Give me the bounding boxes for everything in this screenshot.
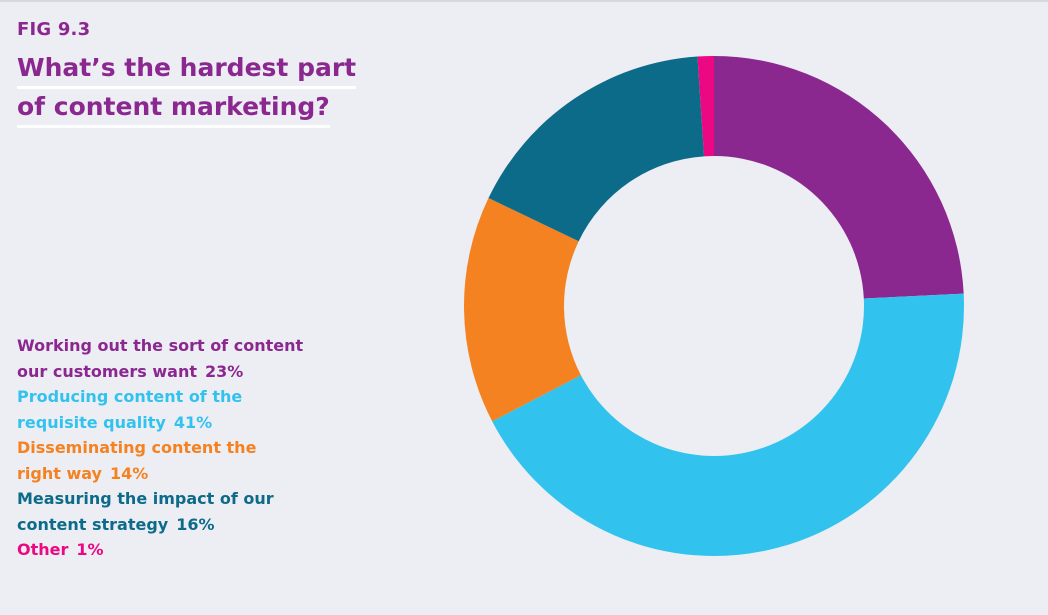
legend-entry-4-line-1: Measuring the impact of our (17, 486, 347, 512)
legend-text: requisite quality (17, 412, 166, 432)
title-line-2: of content marketing? (17, 89, 330, 128)
legend-entry-3-line-1: Disseminating content the (17, 435, 347, 461)
donut-slice-2 (492, 293, 965, 556)
top-divider (0, 0, 1048, 2)
donut-slice-1 (714, 56, 964, 299)
legend-value: 1% (76, 540, 104, 559)
title-line-1: What’s the hardest part (17, 50, 357, 89)
legend-text: Other (17, 540, 69, 559)
legend-text: our customers want (17, 361, 198, 381)
legend-text: Disseminating content the (17, 438, 257, 457)
chart-title: What’s the hardest part of content marke… (17, 50, 377, 128)
legend-entry-5-line-1: Other 1% (17, 537, 347, 563)
legend-entry-1-line-2: our customers want 23% (17, 359, 347, 385)
legend-value: 14% (109, 463, 149, 483)
legend-text: Working out the sort of content (17, 336, 304, 355)
legend-text: content strategy (17, 514, 169, 534)
legend-text: Measuring the impact of our (17, 489, 274, 508)
legend-value: 41% (173, 412, 213, 432)
donut-slice-3 (464, 198, 581, 422)
legend: Working out the sort of content our custo… (17, 333, 347, 563)
legend-text: Producing content of the (17, 387, 243, 406)
legend-value: 16% (176, 514, 215, 534)
legend-value: 23% (205, 361, 244, 381)
legend-entry-4-line-2: content strategy 16% (17, 512, 347, 538)
legend-text: right way (17, 463, 102, 483)
donut-slice-5 (697, 56, 714, 157)
legend-entry-1-line-1: Working out the sort of content (17, 333, 347, 359)
legend-entry-2-line-2: requisite quality 41% (17, 410, 347, 436)
legend-entry-2-line-1: Producing content of the (17, 384, 347, 410)
legend-entry-3-line-2: right way 14% (17, 461, 347, 487)
donut-slice-4 (488, 56, 705, 242)
figure-label: FIG 9.3 (17, 19, 91, 40)
